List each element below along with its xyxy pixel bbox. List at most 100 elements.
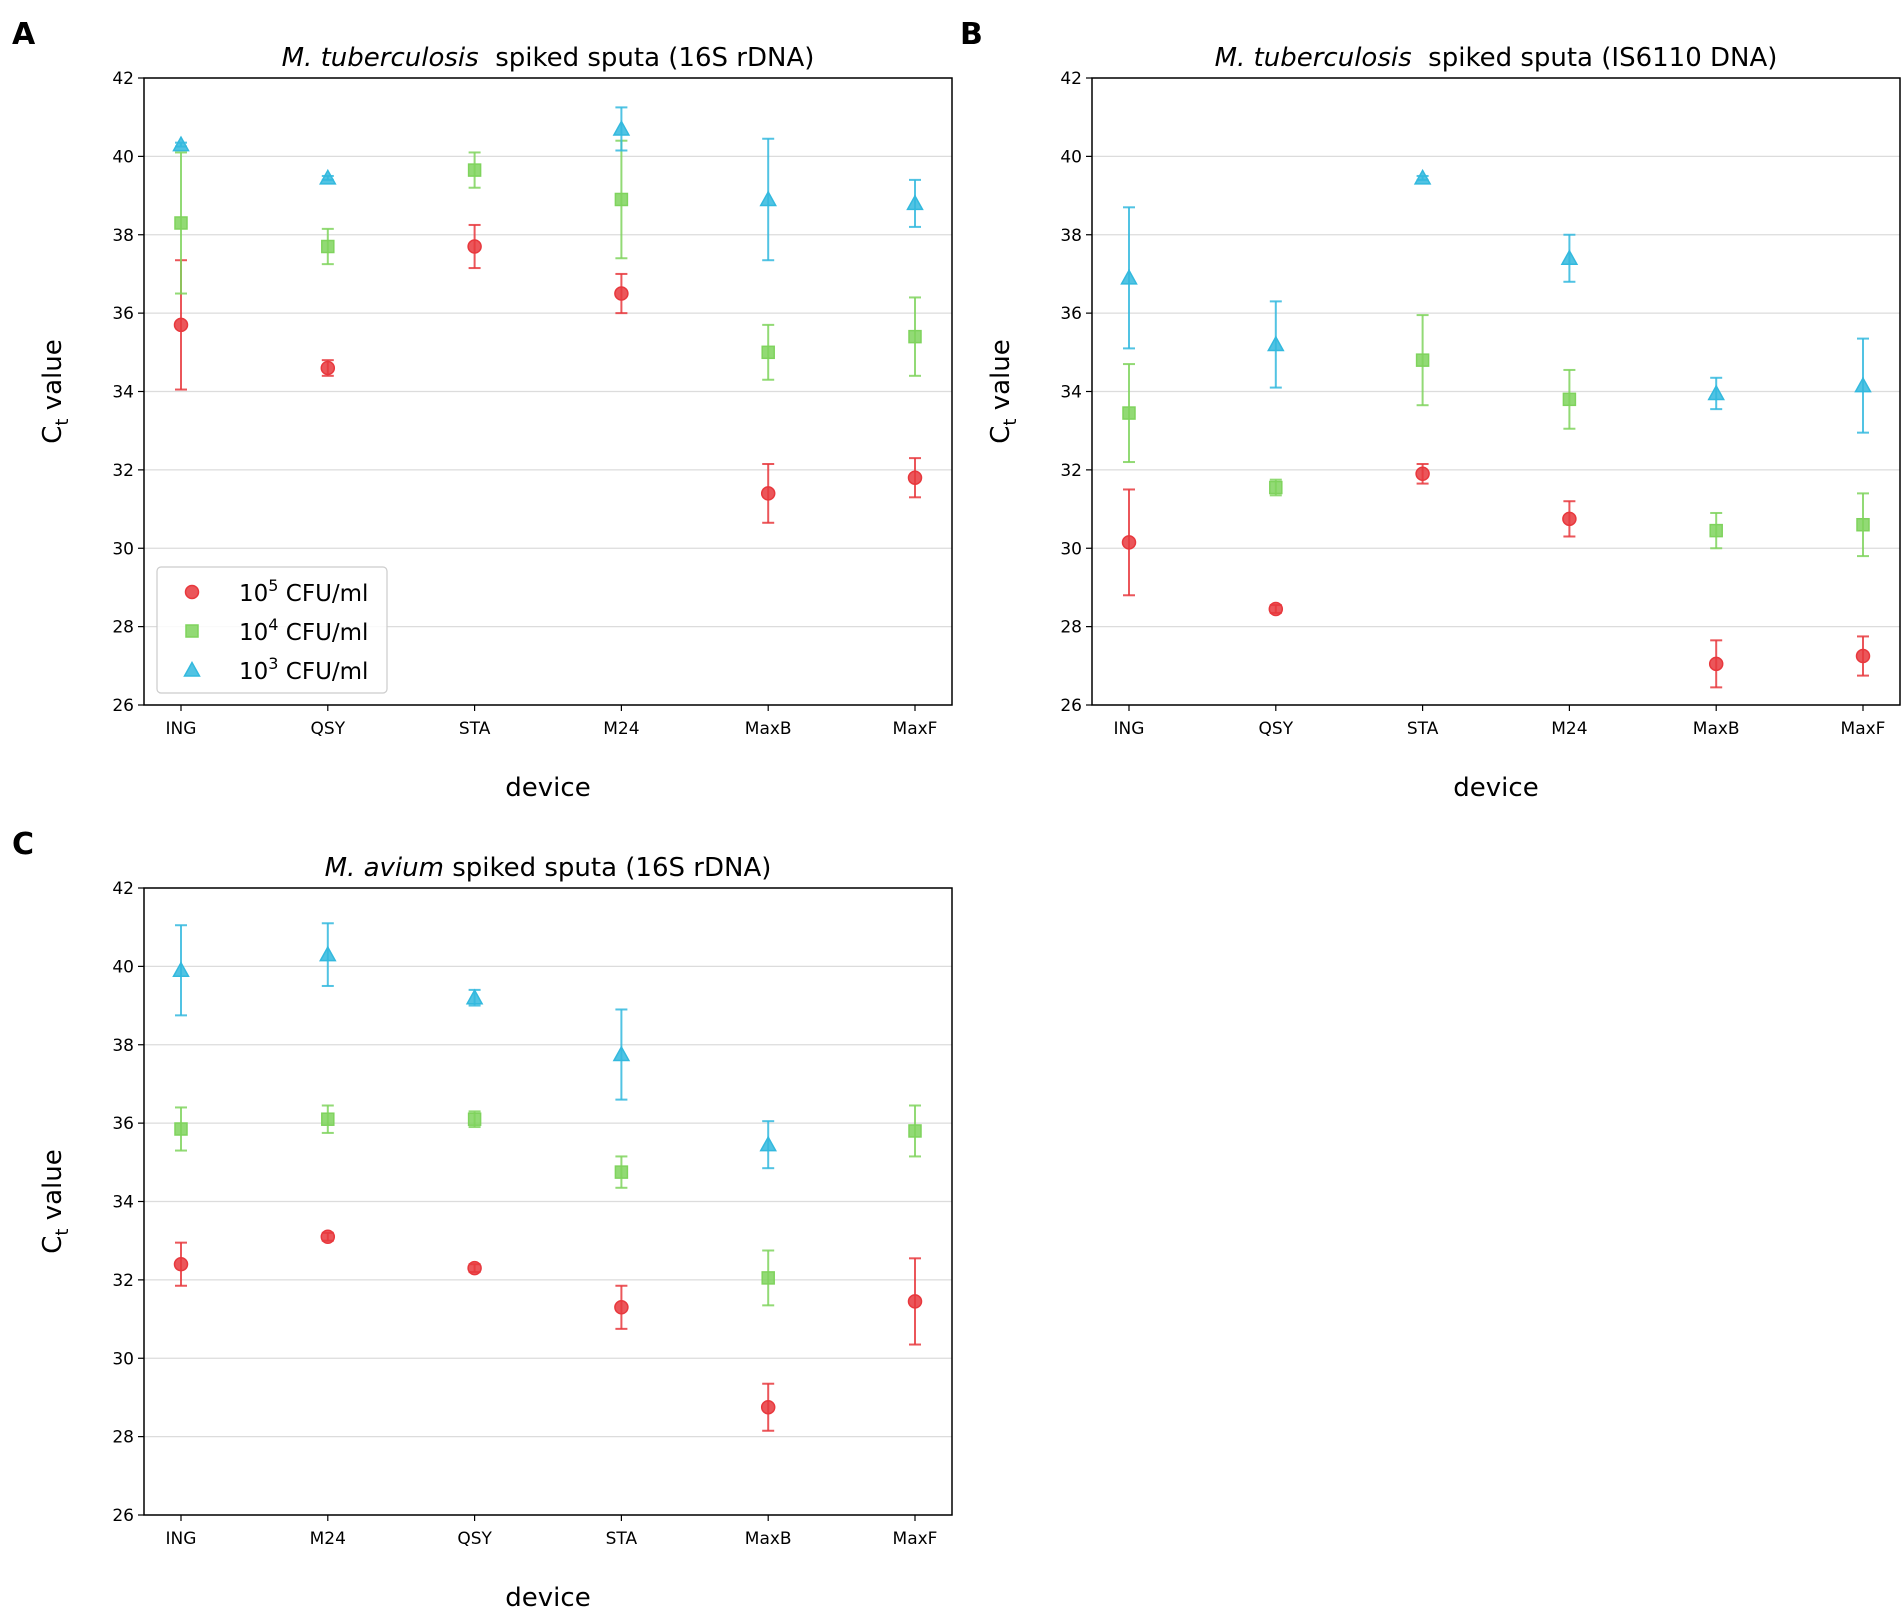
y-tick-label: 28	[1060, 618, 1082, 638]
y-tick-label: 26	[112, 696, 134, 716]
data-point	[465, 988, 484, 1005]
x-tick-label: ING	[166, 1529, 197, 1549]
legend-label: 104 CFU/ml	[239, 615, 368, 646]
panel-b: 26 28 30 32 34 36 38 40 42 ING QSY STA M24 MaxB MaxF M.…	[960, 17, 1901, 803]
data-point	[906, 194, 924, 211]
y-axis-label-main: C	[38, 1236, 68, 1254]
x-tick-label: MaxF	[893, 719, 938, 739]
data-point	[1415, 466, 1430, 482]
y-tick-label: 38	[112, 226, 134, 246]
legend-label-unit: CFU/ml	[278, 620, 368, 646]
y-tick-label: 30	[1060, 539, 1082, 559]
data-point	[467, 1260, 482, 1276]
legend-label-exponent: 3	[268, 654, 278, 673]
x-tick-label: M24	[603, 719, 639, 739]
x-tick-label: MaxB	[745, 719, 792, 739]
y-tick-label: 40	[112, 147, 134, 167]
series-2	[174, 1104, 922, 1307]
data-point	[1709, 523, 1723, 538]
data-point	[321, 239, 335, 254]
data-point	[1562, 392, 1577, 407]
x-tick-label: ING	[1114, 719, 1145, 739]
x-tick-label: STA	[459, 719, 491, 739]
data-point	[319, 945, 337, 962]
x-axis-label: device	[505, 1583, 590, 1608]
chart-title: M. tuberculosis spiked sputa (IS6110 DNA…	[1215, 43, 1778, 73]
y-axis-label: Ct value	[986, 339, 1021, 444]
y-tick-label: 40	[1060, 147, 1082, 167]
x-tick-label: MaxB	[745, 1529, 792, 1549]
legend-label-base: 10	[239, 620, 268, 646]
y-tick-label: 42	[112, 69, 134, 89]
data-point	[467, 239, 482, 254]
x-axis-label: device	[1453, 773, 1538, 803]
x-tick-label: M24	[310, 1529, 346, 1549]
x-tick-label: MaxF	[893, 1529, 938, 1549]
y-tick-label: 30	[112, 1349, 134, 1369]
data-point	[760, 1399, 776, 1415]
x-tick-label: QSY	[1259, 719, 1294, 739]
y-tick-label: 34	[1060, 383, 1082, 403]
data-point	[761, 345, 775, 360]
y-tick-label: 36	[112, 304, 134, 324]
series-1	[173, 1229, 923, 1432]
data-point	[760, 486, 776, 501]
y-tick-label: 36	[1060, 304, 1082, 324]
y-tick-label: 42	[112, 879, 134, 899]
data-point	[172, 135, 190, 152]
data-point	[1413, 168, 1432, 185]
data-point	[907, 1294, 923, 1309]
y-tick-label: 38	[112, 1036, 134, 1056]
legend-box	[156, 566, 388, 694]
legend-label-unit: CFU/ml	[278, 659, 368, 685]
series-1	[173, 223, 923, 524]
y-tick-label: 28	[112, 1428, 134, 1448]
data-point	[320, 1229, 336, 1245]
data-point	[908, 329, 922, 344]
data-point	[614, 192, 629, 207]
data-point	[1707, 384, 1725, 401]
data-point	[1560, 249, 1579, 266]
y-axis-label-main: C	[38, 426, 68, 444]
data-point	[1267, 335, 1285, 352]
y-tick-label: 30	[112, 539, 134, 559]
y-axis-label-main: C	[986, 426, 1016, 444]
data-point	[319, 168, 337, 185]
chart-title-rest: spiked sputa (16S rDNA)	[479, 43, 815, 73]
y-tick-label: 26	[1060, 696, 1082, 716]
y-axis-label-rest: value	[986, 339, 1016, 418]
data-point	[1120, 268, 1138, 285]
data-point	[614, 286, 629, 301]
data-point	[174, 216, 188, 230]
data-point	[1415, 353, 1430, 367]
data-point	[1122, 406, 1136, 420]
data-point	[1855, 648, 1871, 664]
data-point	[1856, 517, 1870, 532]
y-tick-label: 28	[112, 618, 134, 638]
legend-label: 105 CFU/ml	[239, 576, 368, 607]
data-point	[908, 1124, 922, 1138]
legend-label-base: 10	[239, 581, 268, 607]
data-point	[1121, 535, 1137, 550]
x-tick-label: STA	[1407, 719, 1439, 739]
x-tick-label: ING	[166, 719, 197, 739]
y-tick-label: 34	[112, 1193, 134, 1213]
y-axis-label-sub: t	[52, 419, 73, 426]
y-axis-label-rest: value	[38, 1149, 68, 1228]
data-point	[467, 1112, 482, 1126]
chart-title-rest: spiked sputa (16S rDNA)	[444, 853, 771, 883]
y-axis-label-rest: value	[38, 339, 68, 418]
data-point	[173, 317, 189, 333]
y-tick-label: 34	[112, 383, 134, 403]
x-tick-label: QSY	[457, 1529, 492, 1549]
panel-letter: C	[12, 827, 34, 862]
data-point	[320, 360, 336, 376]
chart-title-species: M. tuberculosis	[282, 43, 479, 73]
series-1	[1121, 462, 1871, 689]
y-tick-label: 38	[1060, 226, 1082, 246]
data-point	[1562, 511, 1577, 527]
series-3	[172, 922, 777, 1170]
series-2	[1122, 314, 1870, 558]
y-axis-label: Ct value	[38, 1149, 73, 1254]
